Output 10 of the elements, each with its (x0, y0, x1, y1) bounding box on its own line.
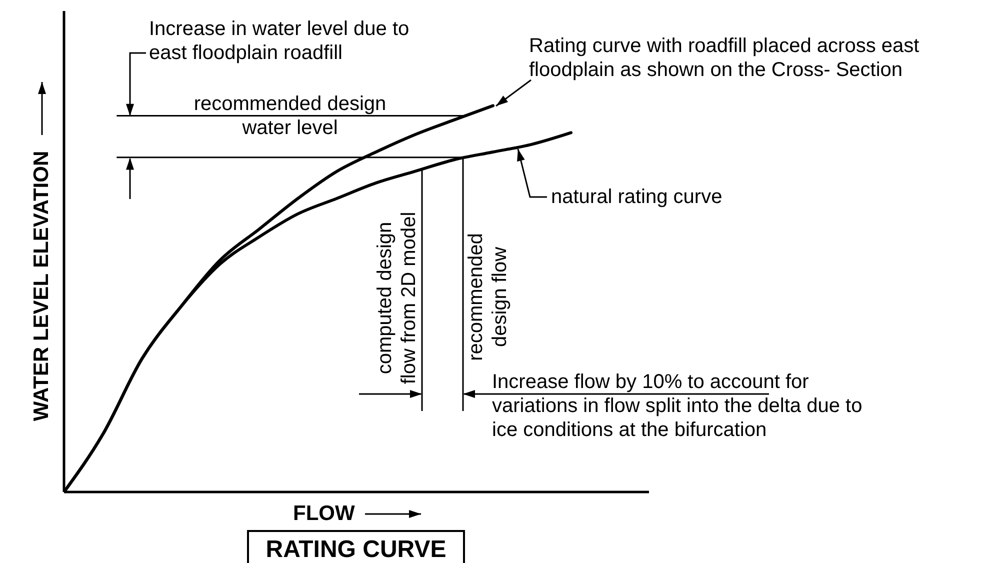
annotation: Increase flow by 10% to account for variations in flow split into the delta due to ice conditions at the bifurcation (492, 370, 864, 442)
text: Increase in water level due to east floodplain roadfill (149, 17, 410, 65)
text: natural rating curve (551, 185, 724, 209)
x-axis-title: FLOW (293, 502, 355, 526)
annotation: recommended design flow (464, 232, 512, 362)
text: RATING CURVE (247, 530, 465, 563)
y-axis-title: WATER LEVEL ELEVATION (30, 150, 54, 424)
annotation: computed design flow from 2D model (373, 210, 421, 386)
text: Rating curve with roadfill placed across east floodplain as shown on the Cross- Section (529, 34, 920, 82)
ref-line-label: recommended design water level (192, 92, 388, 140)
